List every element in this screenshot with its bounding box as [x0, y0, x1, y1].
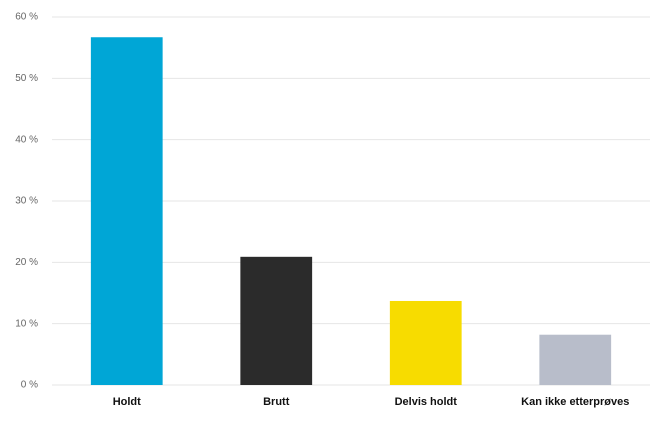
- y-tick-label: 30 %: [15, 196, 38, 207]
- y-tick-label: 50 %: [15, 73, 38, 84]
- y-tick-label: 40 %: [15, 134, 38, 145]
- y-tick-label: 20 %: [15, 257, 38, 268]
- bar: [389, 300, 462, 385]
- y-tick-label: 60 %: [15, 12, 38, 23]
- bar: [539, 334, 612, 385]
- x-tick-label: Kan ikke etterprøves: [521, 396, 629, 408]
- x-tick-label: Brutt: [263, 396, 290, 408]
- y-tick-label: 0 %: [21, 380, 38, 391]
- x-tick-label: Delvis holdt: [395, 396, 458, 408]
- y-tick-label: 10 %: [15, 318, 38, 329]
- bar: [240, 256, 313, 385]
- bar: [90, 37, 163, 386]
- x-tick-label: Holdt: [113, 396, 141, 408]
